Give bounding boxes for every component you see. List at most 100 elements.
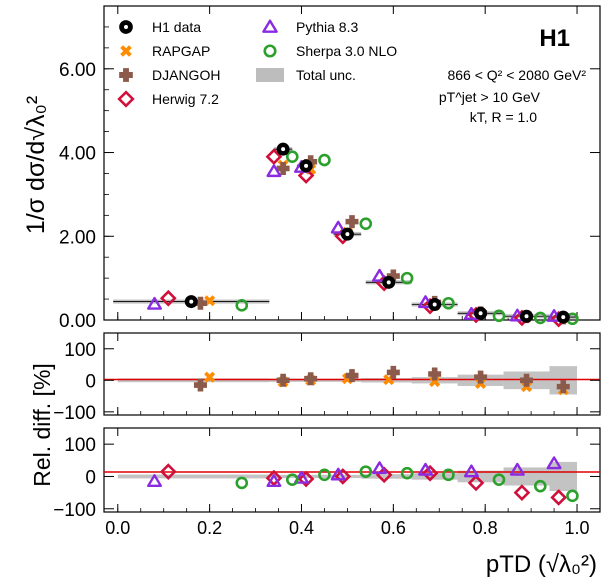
pt-cut-label: pT^jet > 10 GeV bbox=[439, 89, 541, 105]
legend-label-3: DJANGOH bbox=[152, 67, 220, 83]
ratio2-point-pythia-8-3-6 bbox=[417, 462, 433, 476]
main-point-djangoh-4 bbox=[345, 215, 359, 229]
tick-labels: 0.0 0.2 0.4 0.6 0.8 1.0 0.00 2.00 4.00 6.00 100 0 −1… bbox=[53, 60, 589, 538]
data-point-center-4 bbox=[345, 232, 350, 237]
x-tick-label: 0.8 bbox=[473, 518, 498, 538]
main-point-sherpa-3-0-nlo-6 bbox=[442, 296, 455, 310]
ratio2-point-pythia-8-3-1 bbox=[147, 474, 163, 488]
main-point-sherpa-3-0-nlo-7 bbox=[492, 309, 506, 323]
legend-label-1: H1 data bbox=[152, 19, 201, 35]
main-point-pythia-8-3-6 bbox=[417, 295, 433, 309]
ratio2-point-pythia-8-3-9 bbox=[546, 456, 562, 470]
main-point-herwig-7-2-1 bbox=[159, 289, 177, 307]
main-point-sherpa-3-0-nlo-5 bbox=[400, 271, 414, 285]
ratio2-point-pythia-8-3-2 bbox=[266, 474, 282, 488]
ratio2-point-sherpa-3-0-nlo-9 bbox=[566, 489, 579, 503]
ratio2-point-sherpa-3-0-nlo-8 bbox=[533, 479, 547, 493]
ratio1-point-djangoh-5 bbox=[386, 365, 400, 379]
unc-band-5 bbox=[361, 474, 412, 479]
ratio2-point-pythia-8-3-5 bbox=[372, 461, 388, 475]
legend-marker-center bbox=[124, 25, 128, 29]
legend-marker-6 bbox=[263, 44, 277, 58]
legend-label-5: Pythia 8.3 bbox=[296, 19, 358, 35]
ratio2-point-sherpa-3-0-nlo-3 bbox=[318, 468, 331, 482]
y-tick-label-main: 0.00 bbox=[59, 311, 96, 332]
y-tick-label-ratio: 100 bbox=[64, 340, 96, 361]
ratio2-point-herwig-7-2-3 bbox=[297, 470, 315, 488]
y-axis-label-ratio: Rel. diff. [%] bbox=[29, 363, 55, 487]
experiment-label: H1 bbox=[539, 25, 570, 52]
ratio1-point-djangoh-9 bbox=[556, 380, 570, 394]
x-axis-label: pTD (√λ₀²) bbox=[486, 551, 597, 578]
q2-range-label: 866 < Q² < 2080 GeV² bbox=[447, 67, 586, 83]
data-point-center-9 bbox=[561, 315, 566, 320]
unc-band-3 bbox=[310, 474, 334, 479]
data-point-center-2 bbox=[281, 147, 286, 152]
ratio2-point-sherpa-3-0-nlo-7 bbox=[492, 473, 506, 486]
y-tick-label-ratio: 0 bbox=[85, 371, 96, 392]
data-point-center-3 bbox=[304, 163, 309, 168]
data-point-center-1 bbox=[189, 299, 194, 304]
main-point-pythia-8-3-5 bbox=[372, 268, 388, 282]
main-point-sherpa-3-0-nlo-3 bbox=[318, 153, 331, 167]
main-point-sherpa-3-0-nlo-2 bbox=[285, 150, 299, 164]
unc-band-3 bbox=[310, 378, 334, 382]
ratio2-point-pythia-8-3-7 bbox=[463, 464, 479, 478]
ratio2-point-pythia-8-3-3 bbox=[293, 470, 309, 484]
ratio2-point-sherpa-3-0-nlo-6 bbox=[442, 468, 455, 482]
legend-label-2: RAPGAP bbox=[152, 43, 210, 59]
ratio1-point-djangoh-2 bbox=[276, 373, 290, 387]
y-tick-label-ratio: 100 bbox=[64, 435, 96, 456]
ratio2-point-sherpa-3-0-nlo-1 bbox=[235, 476, 249, 490]
ratio1-point-djangoh-3 bbox=[304, 372, 318, 386]
legend-marker-4 bbox=[117, 90, 135, 108]
unc-band-4 bbox=[333, 474, 362, 479]
ratio2-point-herwig-7-2-7 bbox=[467, 474, 485, 492]
y-axis-label-main: 1/σ dσ/d√λ₀² bbox=[22, 96, 50, 234]
ratio1-point-djangoh-6 bbox=[428, 367, 442, 381]
main-point-djangoh-5 bbox=[386, 269, 400, 283]
ratio1-point-djangoh-8 bbox=[520, 373, 534, 387]
main-point-sherpa-3-0-nlo-4 bbox=[359, 217, 373, 231]
legend-marker-2 bbox=[120, 45, 132, 57]
y-tick-label-main: 4.00 bbox=[59, 144, 96, 165]
main-point-pythia-8-3-1 bbox=[147, 296, 163, 310]
data-point-center-6 bbox=[432, 302, 437, 307]
y-tick-label-ratio: 0 bbox=[85, 467, 96, 488]
x-tick-label: 0.6 bbox=[381, 518, 406, 538]
ratio1-point-djangoh-4 bbox=[345, 369, 359, 383]
y-tick-label-main: 2.00 bbox=[59, 227, 96, 248]
y-tick-label-ratio: −100 bbox=[53, 403, 96, 424]
main-point-pythia-8-3-4 bbox=[330, 220, 346, 234]
ratio2-panel-frame bbox=[103, 427, 601, 513]
ratio2-point-pythia-8-3-8 bbox=[509, 462, 525, 476]
main-point-herwig-7-2-3 bbox=[297, 167, 315, 184]
legend-label-6: Sherpa 3.0 NLO bbox=[296, 43, 397, 59]
legend: H1 data RAPGAP DJANGOH Herwig 7.2 Pythia 8.3… bbox=[117, 19, 397, 108]
ratio2-uncertainty-bands bbox=[117, 461, 578, 491]
legend-marker-3 bbox=[119, 68, 133, 82]
main-point-sherpa-3-0-nlo-1 bbox=[235, 299, 249, 312]
data-point-center-8 bbox=[524, 314, 529, 319]
ratio2-point-sherpa-3-0-nlo-2 bbox=[285, 473, 299, 486]
ratio2-point-pythia-8-3-4 bbox=[330, 467, 346, 481]
ratio2-point-sherpa-3-0-nlo-4 bbox=[359, 465, 373, 478]
ratio2-point-herwig-7-2-4 bbox=[334, 468, 352, 485]
x-tick-label: 0.4 bbox=[289, 518, 314, 538]
unc-band-2 bbox=[269, 378, 311, 382]
ratio1-point-rapgap-1 bbox=[204, 371, 216, 383]
main-point-herwig-7-2-2 bbox=[265, 148, 283, 166]
ratio1-panel-frame bbox=[103, 332, 601, 416]
unc-band-7 bbox=[457, 470, 504, 483]
ratio2-point-herwig-7-2-9 bbox=[550, 489, 568, 506]
main-point-djangoh-1 bbox=[193, 296, 207, 310]
unc-band-9 bbox=[549, 461, 578, 491]
ratio2-point-herwig-7-2-6 bbox=[421, 464, 439, 482]
ratio2-point-herwig-7-2-1 bbox=[159, 463, 177, 480]
main-panel-frame bbox=[103, 5, 601, 321]
data-markers bbox=[113, 142, 579, 506]
main-point-sherpa-3-0-nlo-8 bbox=[533, 311, 547, 325]
ratio2-point-sherpa-3-0-nlo-5 bbox=[400, 466, 414, 480]
ratio2-point-herwig-7-2-8 bbox=[513, 484, 531, 501]
x-tick-label: 1.0 bbox=[565, 518, 590, 538]
